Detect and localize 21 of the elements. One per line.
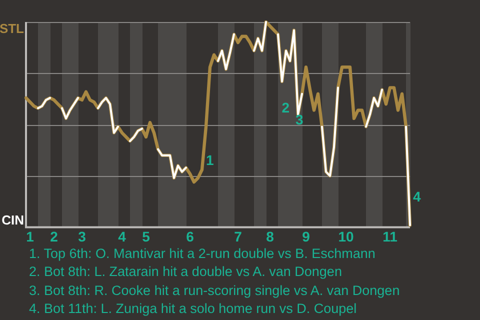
- text: STL: [0, 21, 24, 36]
- x-tick-label: 9: [302, 228, 310, 244]
- x-tick-label: 3: [78, 228, 86, 244]
- text: 4. Bot 11th: L. Zuniga hit a solo home run vs D. Coupel: [29, 300, 358, 318]
- x-tick-label: 5: [142, 228, 150, 244]
- text: CIN: [2, 212, 24, 228]
- x-tick-label: 8: [266, 228, 274, 244]
- annotation: 1: [206, 152, 214, 168]
- x-tick-label: 1: [26, 228, 34, 244]
- text: 1. Top 6th: O. Mantivar hit a 2-run double vs B. Eschmann: [29, 245, 376, 263]
- x-tick-label: 2: [50, 228, 58, 244]
- text: 2. Bot 8th: L. Zatarain hit a double vs A. van Dongen: [29, 263, 343, 282]
- text: 4: [413, 188, 422, 205]
- x-tick-label: 7: [234, 228, 242, 244]
- x-tick-label: 10: [338, 228, 354, 244]
- x-tick-label: 4: [118, 228, 126, 244]
- annotation: 3: [296, 112, 304, 128]
- annotation: 2: [282, 100, 290, 116]
- text: 3. Bot 8th: R. Cooke hit a run-scoring single vs A. van Dongen: [29, 282, 400, 300]
- x-tick-label: 11: [382, 228, 398, 244]
- x-tick-label: 6: [186, 228, 194, 244]
